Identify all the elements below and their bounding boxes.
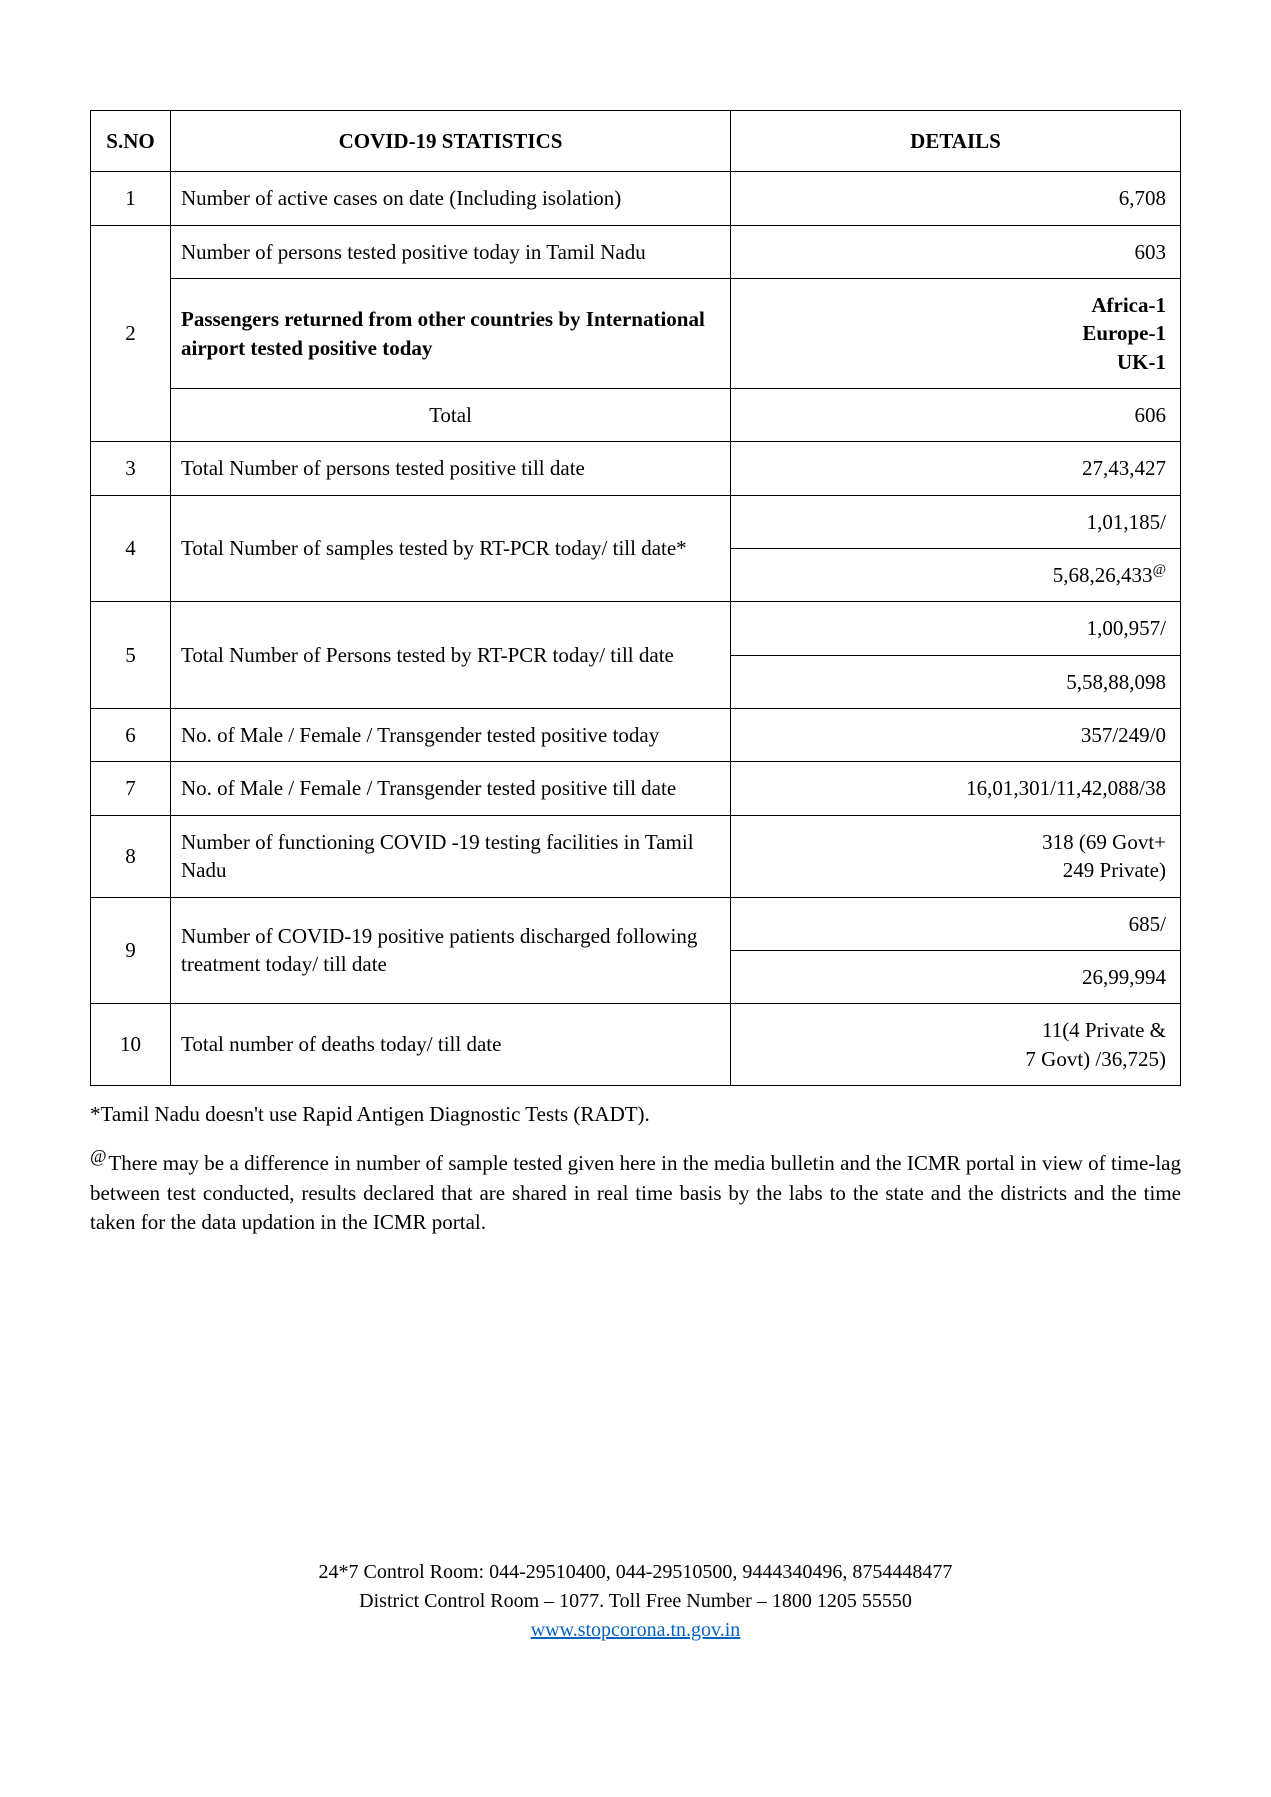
cell-stat: Number of functioning COVID -19 testing … (171, 815, 731, 897)
det-line: 249 Private) (1063, 858, 1166, 882)
footnote-asterisk: *Tamil Nadu doesn't use Rapid Antigen Di… (90, 1100, 1181, 1130)
table-row: Total 606 (91, 389, 1181, 442)
col-header-det: DETAILS (731, 111, 1181, 172)
cell-stat: Total Number of samples tested by RT-PCR… (171, 495, 731, 602)
det-line: Africa-1 (1091, 293, 1166, 317)
cell-det: 26,99,994 (731, 950, 1181, 1003)
statistics-table: S.NO COVID-19 STATISTICS DETAILS 1 Numbe… (90, 110, 1181, 1086)
at-superscript-icon: @ (1152, 562, 1166, 578)
det-value: 5,68,26,433 (1053, 563, 1153, 587)
table-row: 2 Number of persons tested positive toda… (91, 225, 1181, 278)
cell-stat: Total Number of Persons tested by RT-PCR… (171, 602, 731, 709)
cell-sno: 1 (91, 172, 171, 225)
cell-sno: 4 (91, 495, 171, 602)
table-row: 1 Number of active cases on date (Includ… (91, 172, 1181, 225)
cell-det: 1,01,185/ (731, 495, 1181, 548)
cell-sno: 3 (91, 442, 171, 495)
table-row: 6 No. of Male / Female / Transgender tes… (91, 709, 1181, 762)
cell-sno: 9 (91, 897, 171, 1004)
table-row: 8 Number of functioning COVID -19 testin… (91, 815, 1181, 897)
cell-stat: No. of Male / Female / Transgender teste… (171, 762, 731, 815)
footnote-at-text: There may be a difference in number of s… (90, 1151, 1181, 1235)
footer-line-2: District Control Room – 1077. Toll Free … (90, 1587, 1181, 1616)
cell-sno: 10 (91, 1004, 171, 1086)
cell-det: 603 (731, 225, 1181, 278)
cell-sno: 6 (91, 709, 171, 762)
table-row: 10 Total number of deaths today/ till da… (91, 1004, 1181, 1086)
cell-det: 16,01,301/11,42,088/38 (731, 762, 1181, 815)
cell-det: 685/ (731, 897, 1181, 950)
statistics-table-container: S.NO COVID-19 STATISTICS DETAILS 1 Numbe… (90, 110, 1181, 1086)
cell-sno: 7 (91, 762, 171, 815)
table-row: 7 No. of Male / Female / Transgender tes… (91, 762, 1181, 815)
cell-stat: Passengers returned from other countries… (171, 279, 731, 389)
at-symbol-icon: @ (90, 1146, 106, 1166)
table-header-row: S.NO COVID-19 STATISTICS DETAILS (91, 111, 1181, 172)
det-line: 7 Govt) /36,725) (1025, 1047, 1166, 1071)
det-line: 11(4 Private & (1042, 1018, 1166, 1042)
footnotes: *Tamil Nadu doesn't use Rapid Antigen Di… (90, 1100, 1181, 1238)
cell-det: 11(4 Private & 7 Govt) /36,725) (731, 1004, 1181, 1086)
page-footer: 24*7 Control Room: 044-29510400, 044-295… (90, 1558, 1181, 1645)
cell-det: 27,43,427 (731, 442, 1181, 495)
cell-stat: Total number of deaths today/ till date (171, 1004, 731, 1086)
cell-sno: 8 (91, 815, 171, 897)
cell-det: 5,68,26,433@ (731, 549, 1181, 602)
footer-line-1: 24*7 Control Room: 044-29510400, 044-295… (90, 1558, 1181, 1587)
footnote-at: @There may be a difference in number of … (90, 1144, 1181, 1238)
cell-det: 606 (731, 389, 1181, 442)
table-row: 9 Number of COVID-19 positive patients d… (91, 897, 1181, 950)
table-row: 3 Total Number of persons tested positiv… (91, 442, 1181, 495)
det-line: UK-1 (1117, 350, 1166, 374)
table-row: Passengers returned from other countries… (91, 279, 1181, 389)
cell-det: 1,00,957/ (731, 602, 1181, 655)
det-line: Europe-1 (1082, 321, 1166, 345)
cell-stat: Total Number of persons tested positive … (171, 442, 731, 495)
cell-stat: Number of COVID-19 positive patients dis… (171, 897, 731, 1004)
col-header-stat: COVID-19 STATISTICS (171, 111, 731, 172)
table-row: 5 Total Number of Persons tested by RT-P… (91, 602, 1181, 655)
footer-link[interactable]: www.stopcorona.tn.gov.in (531, 1619, 741, 1641)
cell-stat: Number of persons tested positive today … (171, 225, 731, 278)
cell-stat: Number of active cases on date (Includin… (171, 172, 731, 225)
cell-sno: 2 (91, 225, 171, 442)
det-line: 318 (69 Govt+ (1042, 830, 1166, 854)
cell-det: 6,708 (731, 172, 1181, 225)
table-row: 4 Total Number of samples tested by RT-P… (91, 495, 1181, 548)
cell-stat: Total (171, 389, 731, 442)
col-header-sno: S.NO (91, 111, 171, 172)
cell-det: Africa-1 Europe-1 UK-1 (731, 279, 1181, 389)
cell-det: 318 (69 Govt+ 249 Private) (731, 815, 1181, 897)
cell-stat: No. of Male / Female / Transgender teste… (171, 709, 731, 762)
cell-det: 5,58,88,098 (731, 655, 1181, 708)
cell-sno: 5 (91, 602, 171, 709)
cell-det: 357/249/0 (731, 709, 1181, 762)
